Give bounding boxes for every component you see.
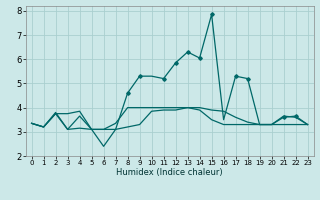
X-axis label: Humidex (Indice chaleur): Humidex (Indice chaleur) [116,168,223,177]
